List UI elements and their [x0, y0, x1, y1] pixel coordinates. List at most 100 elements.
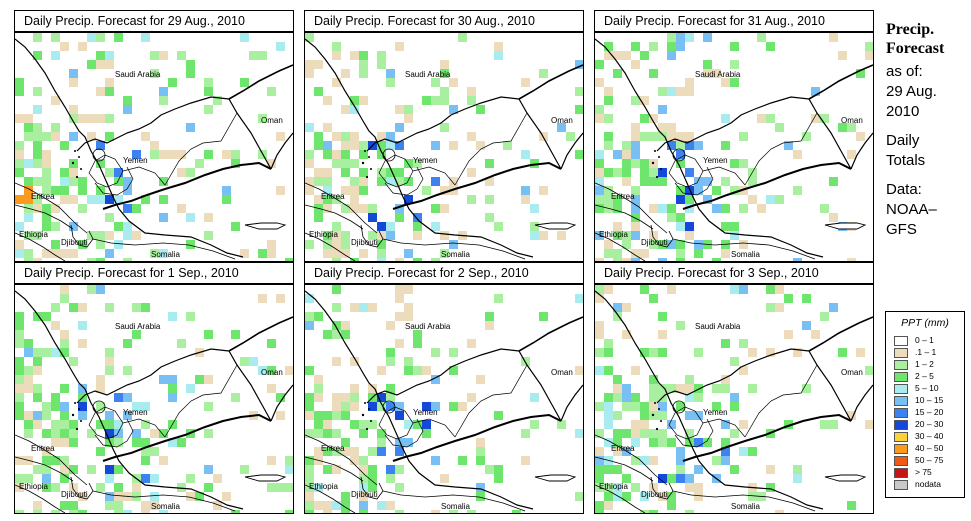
precip-cell — [395, 294, 404, 303]
precip-cell — [739, 447, 748, 456]
precip-cell — [33, 312, 42, 321]
precip-cell — [811, 114, 820, 123]
forecast-date-line2: 2010 — [886, 103, 920, 120]
precip-cell — [204, 150, 213, 159]
precip-cell — [440, 123, 449, 132]
precip-cell — [323, 195, 332, 204]
precip-cell — [685, 510, 694, 513]
precip-cell — [685, 186, 694, 195]
precip-cell — [775, 303, 784, 312]
precip-cell — [467, 339, 476, 348]
precip-cell — [42, 150, 51, 159]
precip-cell — [712, 186, 721, 195]
precip-cell — [123, 510, 132, 513]
precip-cell — [177, 204, 186, 213]
precip-cell — [712, 456, 721, 465]
precip-cell — [123, 339, 132, 348]
island-dot — [651, 161, 655, 165]
precip-cell — [604, 483, 613, 492]
precip-cell — [159, 51, 168, 60]
precip-cell — [856, 132, 865, 141]
precip-cell — [539, 186, 548, 195]
country-borders — [305, 290, 583, 513]
precip-cell — [622, 177, 631, 186]
precip-cell — [485, 177, 494, 186]
precip-cell — [712, 204, 721, 213]
precip-cell — [640, 177, 649, 186]
precip-cell — [613, 249, 622, 258]
precip-cell — [159, 375, 168, 384]
precip-cell — [69, 78, 78, 87]
precip-cell — [721, 141, 730, 150]
precip-cell — [395, 42, 404, 51]
precip-cell — [213, 474, 222, 483]
precip-cell — [42, 204, 51, 213]
precip-cell — [305, 474, 314, 483]
precip-cell — [168, 438, 177, 447]
precip-cell — [15, 312, 24, 321]
precip-cell — [276, 294, 285, 303]
precip-cell — [15, 411, 24, 420]
precip-cell — [766, 195, 775, 204]
precip-cell — [622, 474, 631, 483]
precip-cell — [186, 123, 195, 132]
precip-cell — [721, 114, 730, 123]
precip-cell — [685, 168, 694, 177]
precip-cell — [332, 51, 341, 60]
precip-cell — [377, 402, 386, 411]
precip-cell — [132, 330, 141, 339]
precip-cell — [847, 411, 856, 420]
hadramawt-border — [454, 364, 528, 438]
precip-cell — [658, 384, 667, 393]
precip-cell — [431, 177, 440, 186]
precip-cell — [87, 285, 96, 294]
precip-cell — [60, 411, 69, 420]
precip-cell — [431, 258, 440, 261]
precip-cell — [649, 69, 658, 78]
precip-cell — [631, 366, 640, 375]
label-djibouti: Djibouti — [61, 238, 88, 247]
precip-cell — [276, 411, 285, 420]
precip-cell — [332, 132, 341, 141]
precip-cell — [604, 141, 613, 150]
precip-cell — [613, 168, 622, 177]
precip-cell — [640, 429, 649, 438]
precip-cell — [631, 420, 640, 429]
precip-cell — [721, 222, 730, 231]
precip-cell — [341, 150, 350, 159]
precip-cell — [60, 384, 69, 393]
legend-swatch — [894, 444, 908, 454]
precip-cell — [467, 96, 476, 105]
precip-cell — [33, 393, 42, 402]
precip-cell — [114, 483, 123, 492]
precip-cell — [42, 474, 51, 483]
precip-cell — [649, 168, 658, 177]
precip-cell — [649, 114, 658, 123]
precip-cell — [658, 402, 667, 411]
precip-cell — [847, 123, 856, 132]
precip-cell — [413, 258, 422, 261]
precip-cell — [865, 420, 873, 429]
precip-cell — [739, 204, 748, 213]
precip-cell — [51, 429, 60, 438]
precip-cell — [685, 141, 694, 150]
precip-cell — [631, 249, 640, 258]
precip-cell — [440, 87, 449, 96]
precip-cell — [114, 177, 123, 186]
precip-cell — [667, 438, 676, 447]
precip-cell — [323, 447, 332, 456]
yemen-south-coast — [682, 161, 852, 210]
label-djibouti: Djibouti — [61, 490, 88, 499]
precip-cell — [422, 96, 431, 105]
precip-cell — [51, 123, 60, 132]
precip-cell — [595, 330, 604, 339]
precip-cell — [24, 339, 33, 348]
precip-cell — [60, 420, 69, 429]
eritrea-ethiopia-border — [595, 204, 654, 230]
precip-cell — [467, 87, 476, 96]
precip-cell — [186, 240, 195, 249]
precip-cell — [730, 222, 739, 231]
label-saudi-arabia: Saudi Arabia — [405, 70, 451, 79]
label-ethiopia: Ethiopia — [309, 230, 338, 239]
precip-cell — [694, 411, 703, 420]
